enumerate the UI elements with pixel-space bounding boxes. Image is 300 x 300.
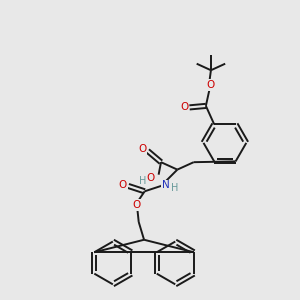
Text: H: H xyxy=(139,176,146,186)
Text: O: O xyxy=(146,173,154,183)
Text: O: O xyxy=(180,102,188,112)
Text: O: O xyxy=(133,200,141,210)
Text: N: N xyxy=(162,180,169,190)
Text: O: O xyxy=(119,180,127,190)
Text: O: O xyxy=(138,144,146,154)
Text: H: H xyxy=(171,183,178,193)
Text: O: O xyxy=(206,80,214,90)
